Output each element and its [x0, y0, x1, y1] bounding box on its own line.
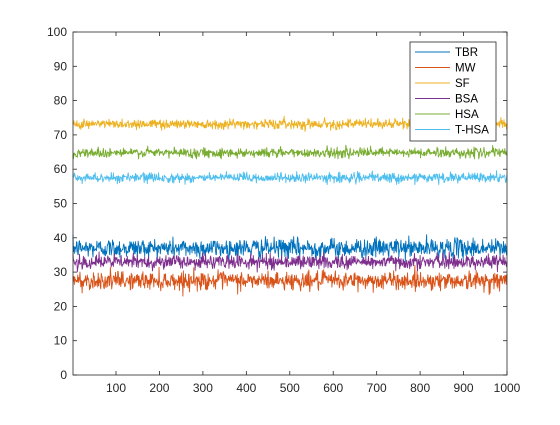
- legend-label-tbr: TBR: [455, 47, 478, 59]
- series-line-mw: [72, 264, 508, 297]
- y-tick-label: 80: [54, 94, 68, 108]
- y-tick-label: 50: [54, 197, 68, 211]
- x-tick-label: 400: [236, 381, 256, 395]
- legend-box: [409, 41, 497, 142]
- legend-label-t-hsa: T-HSA: [455, 125, 489, 137]
- x-tick-label: 200: [149, 381, 169, 395]
- x-tick-label: 600: [323, 381, 343, 395]
- y-tick-label: 60: [54, 162, 68, 176]
- x-tick-label: 100: [106, 381, 126, 395]
- y-tick-label: 10: [54, 334, 68, 348]
- x-tick-label: 500: [280, 381, 300, 395]
- y-tick-label: 30: [54, 265, 68, 279]
- series-line-hsa: [72, 144, 508, 160]
- series-line-t-hsa: [72, 170, 508, 186]
- legend-label-hsa: HSA: [455, 109, 479, 121]
- x-tick-label: 700: [367, 381, 387, 395]
- y-tick-label: 90: [54, 59, 68, 73]
- legend-label-bsa: BSA: [455, 94, 478, 106]
- axis-ticks: 100 200 300 400 500 600 700 800 900 1000 0 10 20 30 40…: [47, 25, 521, 395]
- y-tick-label: 40: [54, 231, 68, 245]
- series-line-tbr: [72, 234, 508, 263]
- y-tick-label: 100: [47, 25, 67, 39]
- x-tick-label: 800: [410, 381, 430, 395]
- x-tick-label: 900: [454, 381, 474, 395]
- series-line-bsa: [72, 251, 508, 273]
- y-tick-label: 20: [54, 299, 68, 313]
- x-tick-label: 300: [193, 381, 213, 395]
- legend-label-mw: MW: [455, 63, 476, 75]
- y-tick-label: 0: [60, 368, 67, 382]
- series-lines: [72, 115, 508, 297]
- y-tick-label: 70: [54, 128, 68, 142]
- x-tick-label: 1000: [494, 381, 521, 395]
- legend: TBR MW SF BSA HSA T-HSA: [409, 41, 497, 142]
- legend-label-sf: SF: [455, 78, 470, 90]
